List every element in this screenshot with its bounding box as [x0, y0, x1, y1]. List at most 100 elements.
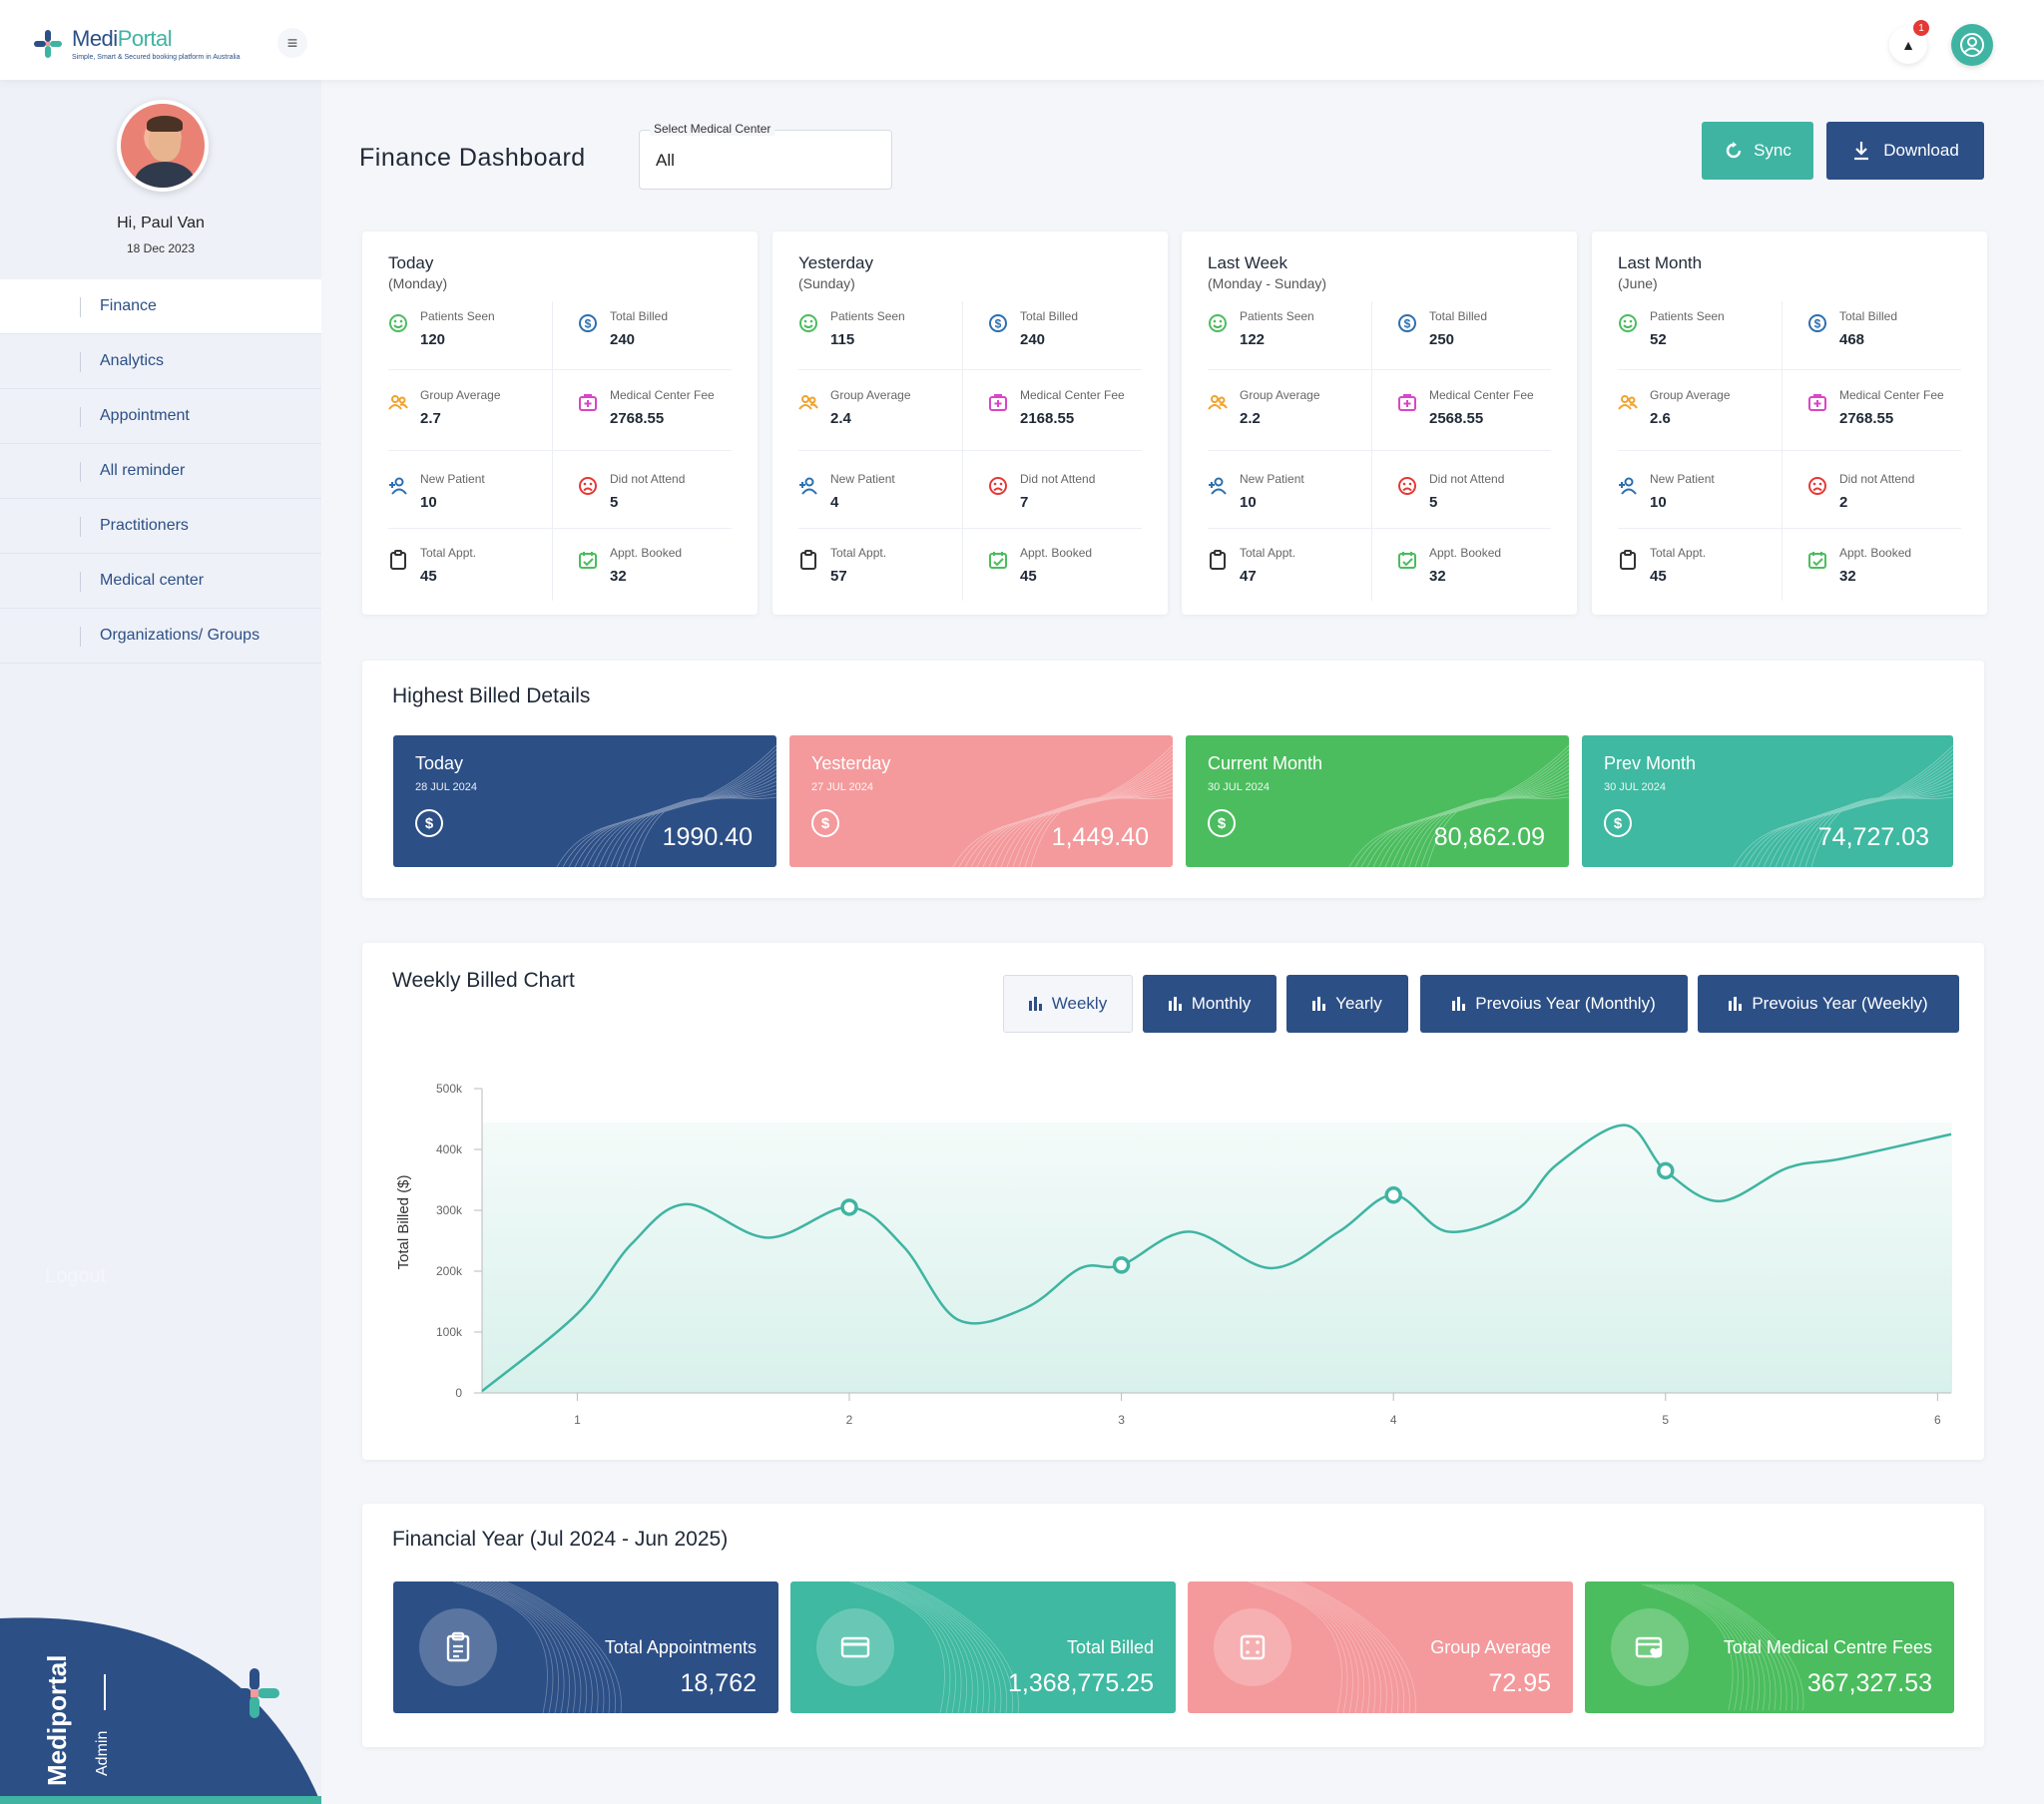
stat-value: 2.4 [830, 410, 851, 427]
period-title: Yesterday [798, 253, 873, 272]
stat-label: New Patient [420, 472, 485, 486]
highest-billed-card[interactable]: Current Month 30 JUL 2024 $ 80,862.09 [1186, 735, 1569, 867]
page-title: Finance Dashboard [359, 144, 586, 172]
financial-year-card[interactable]: Group Average 72.95 [1188, 1581, 1573, 1713]
add-user-icon [1208, 476, 1228, 496]
stat-label: Group Average [830, 388, 911, 402]
medical-bag-icon [1807, 392, 1827, 412]
stat-did-not-attend: Did not Attend 5 [578, 468, 748, 528]
financial-year-card-label: Total Medical Centre Fees [1723, 1637, 1932, 1657]
stat-new-patient: New Patient 10 [1618, 468, 1788, 528]
period-subtitle: (Sunday) [798, 275, 855, 291]
stat-total-billed: $ Total Billed 240 [578, 305, 748, 365]
stat-label: Appt. Booked [1839, 546, 1912, 560]
sidebar-role: Admin [94, 1730, 111, 1776]
stat-label: Appt. Booked [1429, 546, 1502, 560]
financial-year-card[interactable]: Total Appointments 18,762 [393, 1581, 778, 1713]
stat-label: Total Billed [1839, 309, 1898, 323]
x-tick-label: 6 [1934, 1413, 1941, 1427]
wave-decoration [556, 744, 776, 867]
stat-medical-center-fee: Medical Center Fee 2768.55 [578, 384, 748, 444]
stat-total-appt: Total Appt. 47 [1208, 542, 1377, 602]
stat-value: 115 [830, 331, 855, 348]
stat-medical-center-fee: Medical Center Fee 2168.55 [988, 384, 1158, 444]
dollar-icon: $ [578, 313, 598, 333]
sidebar-item-all-reminder[interactable]: All reminder [0, 444, 321, 499]
sidebar-item-appointment[interactable]: Appointment [0, 389, 321, 444]
card-heart-icon [1611, 1608, 1689, 1686]
stat-value: 45 [420, 568, 437, 585]
financial-year-card[interactable]: Total Medical Centre Fees 367,327.53 [1585, 1581, 1954, 1713]
dollar-icon: $ [1397, 313, 1417, 333]
highest-billed-card-date: 27 JUL 2024 [811, 781, 873, 793]
wave-decoration [452, 1581, 622, 1713]
highest-billed-card[interactable]: Today 28 JUL 2024 $ 1990.40 [393, 735, 776, 867]
notification-button[interactable]: ▲ 1 [1889, 20, 1929, 64]
stat-label: Did not Attend [610, 472, 686, 486]
sad-face-icon [578, 476, 598, 496]
wave-decoration [1733, 744, 1953, 867]
user-profile-button[interactable] [1951, 24, 1993, 66]
stat-appt-booked: Appt. Booked 32 [1397, 542, 1567, 602]
download-button[interactable]: Download [1826, 122, 1984, 180]
tab-weekly[interactable]: Weekly [1003, 975, 1133, 1033]
financial-year-card[interactable]: Total Billed 1,368,775.25 [790, 1581, 1176, 1713]
stat-label: Total Appt. [1650, 546, 1707, 560]
tab-previous-year-weekly[interactable]: Prevoius Year (Weekly) [1698, 975, 1959, 1033]
y-tick-label: 300k [436, 1203, 463, 1217]
period-title: Last Month [1618, 253, 1703, 272]
y-tick-label: 0 [455, 1386, 462, 1400]
sidebar-item-analytics[interactable]: Analytics [0, 334, 321, 389]
stat-value: 5 [610, 494, 619, 511]
stat-total-billed: $ Total Billed 250 [1397, 305, 1567, 365]
stat-value: 2 [1839, 494, 1848, 511]
smile-icon [798, 313, 818, 333]
tab-yearly[interactable]: Yearly [1286, 975, 1408, 1033]
wave-decoration [1348, 744, 1569, 867]
menu-collapse-icon[interactable]: ≡ [277, 28, 307, 58]
highest-billed-card-title: Yesterday [811, 753, 891, 773]
stat-group-average: Group Average 2.2 [1208, 384, 1377, 444]
stat-label: Patients Seen [1240, 309, 1314, 323]
x-tick-label: 5 [1662, 1413, 1669, 1427]
calendar-check-icon [578, 550, 598, 570]
medical-center-select[interactable]: Select Medical Center All [639, 122, 892, 190]
stat-label: Did not Attend [1839, 472, 1915, 486]
stat-value: 250 [1429, 331, 1455, 348]
period-subtitle: (Monday) [388, 275, 448, 291]
sidebar: Hi, Paul Van 18 Dec 2023 Finance Analyti… [0, 80, 321, 1804]
tab-monthly[interactable]: Monthly [1143, 975, 1277, 1033]
weekly-billed-chart-section: Weekly Billed Chart Weekly Monthly Yearl… [362, 943, 1984, 1460]
app-logo[interactable]: MediPortal Simple, Smart & Secured booki… [32, 26, 240, 61]
app-name: MediPortal [72, 26, 173, 51]
sidebar-item-practitioners[interactable]: Practitioners [0, 499, 321, 554]
tab-previous-year-monthly[interactable]: Prevoius Year (Monthly) [1420, 975, 1688, 1033]
highest-billed-card-value: 74,727.03 [1817, 823, 1929, 851]
x-tick-label: 2 [846, 1413, 853, 1427]
sidebar-item-finance[interactable]: Finance [0, 279, 321, 334]
stat-value: 2.7 [420, 410, 441, 427]
sync-icon [1726, 142, 1742, 159]
calendar-check-icon [1807, 550, 1827, 570]
bar-chart-icon [1312, 997, 1326, 1011]
sync-button[interactable]: Sync [1702, 122, 1813, 180]
users-icon [388, 392, 408, 412]
chevron-up-icon: ▲ [1901, 37, 1915, 53]
smile-icon [1208, 313, 1228, 333]
avatar[interactable] [117, 100, 209, 192]
wave-decoration [1642, 1583, 1804, 1711]
logout-link[interactable]: Logout [45, 1265, 107, 1287]
y-tick-label: 100k [436, 1325, 463, 1339]
x-tick-label: 4 [1390, 1413, 1397, 1427]
financial-year-card-value: 367,327.53 [1806, 1669, 1932, 1697]
wave-decoration [849, 1581, 1019, 1713]
highest-billed-card-title: Current Month [1208, 753, 1323, 773]
sidebar-item-medical-center[interactable]: Medical center [0, 554, 321, 609]
calendar-check-icon [1397, 550, 1417, 570]
sidebar-item-organizations-groups[interactable]: Organizations/ Groups [0, 609, 321, 664]
highest-billed-card[interactable]: Yesterday 27 JUL 2024 $ 1,449.40 [789, 735, 1173, 867]
highest-billed-card[interactable]: Prev Month 30 JUL 2024 $ 74,727.03 [1582, 735, 1953, 867]
stat-label: Patients Seen [1650, 309, 1725, 323]
stat-value: 2168.55 [1020, 410, 1075, 427]
medical-bag-icon [988, 392, 1008, 412]
